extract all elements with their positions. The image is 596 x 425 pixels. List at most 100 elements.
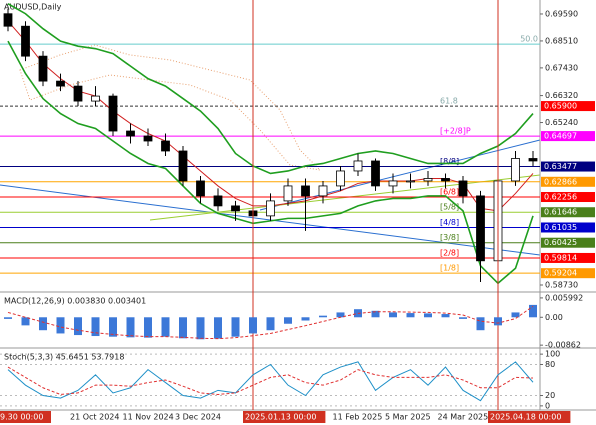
x-tick-label: 5 Mar 2025	[385, 413, 431, 422]
price-label-box	[541, 131, 595, 142]
stoch-line	[7, 361, 534, 402]
y-tick-label: 100	[545, 350, 560, 359]
histogram-bar	[196, 317, 205, 340]
histogram-bar	[284, 317, 292, 324]
candle-body	[283, 185, 293, 202]
histogram-bar	[214, 317, 222, 339]
candle-body	[143, 135, 153, 142]
histogram-bar	[529, 304, 537, 318]
y-tick-label: 0.58730	[545, 281, 578, 290]
histogram-bar	[371, 310, 380, 318]
y-tick-label: 0.00	[545, 313, 563, 322]
price-label-box	[541, 101, 595, 112]
candle-body	[38, 55, 48, 82]
x-tick-label: 11 Nov 2024	[123, 413, 174, 422]
level-name: [1/8]	[440, 264, 459, 273]
histogram-bar	[74, 317, 82, 336]
histogram-bar	[319, 315, 327, 318]
candle-body	[301, 185, 310, 197]
candle-body	[423, 178, 433, 182]
candle-body	[108, 95, 118, 132]
y-tick-label: 0.68510	[545, 36, 578, 45]
histogram-bar	[91, 317, 100, 337]
level-name: [+2/8]P	[440, 127, 471, 136]
candle-body	[161, 140, 170, 152]
candle-body	[266, 200, 275, 217]
histogram-bar	[249, 317, 257, 334]
level-name: [4/8]	[440, 218, 459, 227]
histogram-bar	[56, 317, 65, 334]
y-tick-label: 20	[545, 391, 555, 400]
histogram-bar	[494, 317, 502, 326]
level-name: [3/8]	[440, 233, 459, 242]
histogram-bar	[4, 317, 12, 319]
price-label: 0.63477	[544, 162, 577, 171]
y-tick-label: -0.00862	[545, 341, 581, 350]
price-label-box	[541, 176, 595, 187]
histogram-bar	[231, 317, 240, 337]
price-label: 0.59204	[544, 269, 577, 278]
candle-body	[318, 185, 328, 197]
indicator-line	[7, 3, 534, 175]
x-tick-label: 9.30 00:00	[0, 413, 43, 422]
histogram-bar	[424, 313, 432, 318]
candle-body	[196, 180, 205, 197]
y-tick-label: 80	[545, 360, 555, 369]
x-tick-label: 11 Feb 2025	[333, 413, 383, 422]
x-tick-label: 24 Mar 2025	[438, 413, 489, 422]
candle-body	[126, 130, 135, 137]
candle-body	[353, 160, 363, 172]
histogram-bar	[126, 317, 135, 338]
price-label: 0.64697	[544, 132, 577, 141]
x-tick-label: 3 Dec 2024	[175, 413, 221, 422]
date-label-box	[0, 411, 51, 423]
candle-body	[406, 180, 415, 183]
trend-line	[259, 139, 541, 211]
candle-body	[371, 160, 380, 187]
y-tick-label: 0.69590	[545, 9, 578, 18]
histogram-bar	[179, 317, 187, 339]
candle-body	[336, 170, 345, 187]
candle-body	[3, 13, 13, 27]
pane-title: AUDUSD,Daily	[4, 3, 62, 12]
level-name: [6/8]	[440, 188, 459, 197]
histogram-bar	[109, 317, 117, 337]
price-label: 0.59814	[544, 253, 577, 262]
y-tick-label: 0.66320	[545, 91, 578, 100]
pane-title: MACD(12,26,9) 0.003830 0.003401	[4, 297, 146, 306]
histogram-bar	[511, 312, 520, 318]
histogram-bar	[21, 317, 30, 326]
candle-body	[476, 195, 485, 262]
price-label-box	[541, 268, 595, 279]
histogram-bar	[144, 317, 152, 338]
histogram-bar	[441, 314, 450, 318]
candle-body	[178, 150, 188, 182]
level-name: [2/8]	[440, 248, 459, 257]
pane-title: Stoch(5,3,3) 45.6451 53.7918	[4, 353, 124, 362]
histogram-bar	[406, 313, 415, 318]
price-label-box	[541, 207, 595, 218]
candle-body	[511, 158, 520, 182]
level-name: [8/8]	[440, 157, 459, 166]
candle-body	[73, 85, 83, 102]
candle-body	[528, 158, 538, 162]
y-tick-label: 0	[545, 401, 550, 410]
price-label: 0.65900	[544, 102, 577, 111]
indicator-line	[7, 40, 534, 285]
price-label: 0.61646	[544, 208, 577, 217]
price-label-box	[541, 192, 595, 203]
price-label-box	[541, 252, 595, 263]
candle-body	[231, 205, 240, 212]
candle-body	[91, 95, 100, 102]
histogram-bar	[39, 317, 47, 331]
candle-body	[56, 80, 65, 87]
candle-body	[213, 195, 223, 207]
level-name: 61.8	[440, 97, 458, 106]
histogram-bar	[301, 317, 310, 321]
price-label: 0.61035	[544, 223, 577, 232]
histogram-bar	[459, 317, 467, 319]
y-tick-label: 0.005992	[545, 293, 583, 302]
level-name: 50.0	[520, 35, 538, 44]
signal-line	[7, 305, 534, 340]
